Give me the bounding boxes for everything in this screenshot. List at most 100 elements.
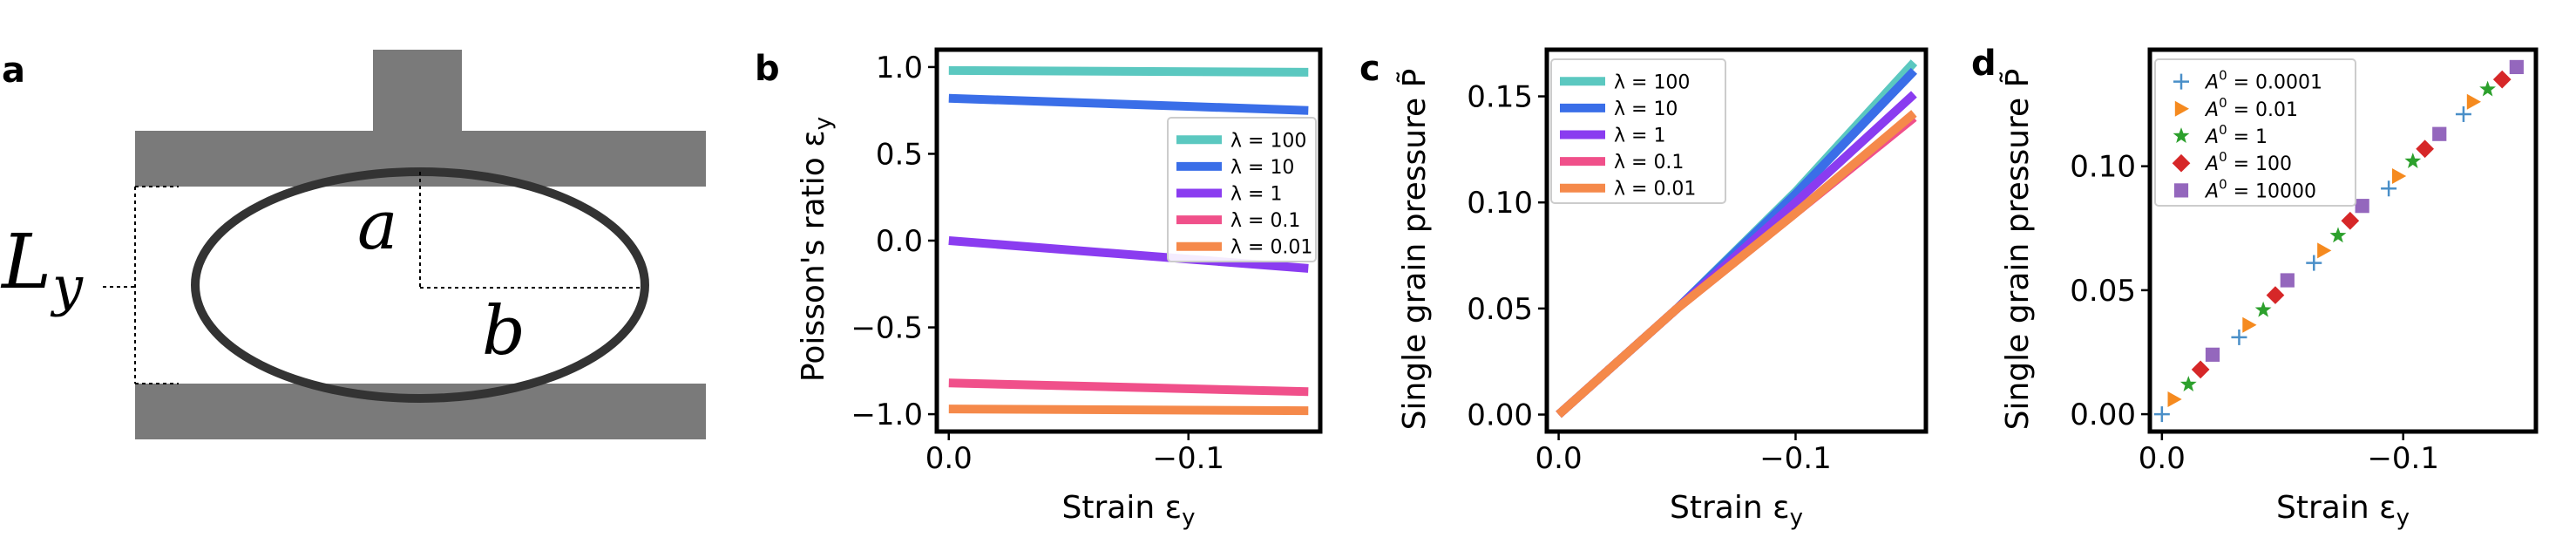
data-point-4-2	[2355, 199, 2369, 214]
legend-label-value-4: = 10000	[2227, 180, 2316, 202]
schematic: a b L y	[0, 50, 706, 439]
legend-label-base-2: A	[2204, 126, 2219, 148]
data-point-0-1	[2231, 329, 2247, 345]
y-axis-label: Single grain pressure P̃	[1999, 69, 2036, 431]
data-point-4-4	[2509, 59, 2524, 75]
legend-marker-3	[2172, 153, 2191, 173]
y-axis-label: Poisson's ratio εy	[796, 117, 837, 382]
y-tick-label: 0.0	[876, 224, 923, 259]
label-b: b	[482, 292, 525, 371]
legend-label-value-2: = 1	[2227, 126, 2268, 148]
x-axis-label: Strain εy	[2276, 490, 2410, 531]
legend-box	[2154, 58, 2356, 207]
legend-label-1: A0 = 0.01	[2204, 95, 2298, 121]
legend-label-base-0: A	[2204, 72, 2219, 94]
legend-box	[1167, 117, 1317, 262]
x-axis-label-subscript: y	[2396, 505, 2410, 531]
chart-pressure-lambda: 0.0 −0.1 0.00 0.05 0.10 0.15 Strain εy Single g…	[1396, 47, 1929, 531]
data-point-0-4	[2455, 105, 2471, 122]
data-point-0-2	[2306, 255, 2322, 271]
legend-marker-0	[2173, 73, 2189, 90]
y-tick-label: 0.05	[1467, 292, 1533, 327]
legend-marker-2	[2173, 127, 2190, 143]
legend-label-3: λ = 0.1	[1230, 210, 1300, 232]
data-point-3-4	[2492, 70, 2512, 89]
y-tick-label: 0.00	[2070, 398, 2136, 432]
data-point-3-2	[2341, 211, 2360, 230]
data-point-3-0	[2191, 360, 2210, 379]
legend-label-0: A0 = 0.0001	[2204, 68, 2322, 94]
legend-label-3: A0 = 100	[2204, 149, 2292, 175]
legend-label-4: λ = 0.01	[1614, 179, 1696, 201]
legend-marker-1	[2174, 100, 2189, 117]
legend-label-2: A0 = 1	[2204, 122, 2268, 148]
legend-label-value-1: = 0.01	[2227, 99, 2298, 121]
data-point-2-0	[2179, 376, 2197, 391]
legend-label-4: λ = 0.01	[1230, 237, 1312, 259]
top-stem	[373, 50, 462, 134]
y-axis-label: Single grain pressure P̃	[1396, 69, 1433, 431]
legend-label-base-3: A	[2204, 153, 2219, 175]
chart-pressure-A0: 0.0 −0.1 0.00 0.05 0.10 Strain εy Single grain…	[1999, 47, 2539, 531]
x-tick-label: 0.0	[1535, 441, 1583, 476]
data-point-4-3	[2432, 126, 2447, 141]
legend-label-2: λ = 1	[1614, 126, 1665, 147]
label-L-subscript: y	[50, 255, 84, 318]
series-line-0	[948, 65, 1309, 77]
series-line-4	[948, 405, 1309, 416]
series-line-4	[1556, 110, 1917, 418]
data-point-0-0	[2153, 406, 2170, 423]
y-tick-label: 0.5	[876, 137, 923, 172]
series-line-1	[948, 93, 1309, 115]
top-plate	[135, 131, 706, 187]
data-point-1-1	[2242, 316, 2257, 333]
legend-label-3: λ = 0.1	[1614, 152, 1684, 173]
legend-label-value-0: = 0.0001	[2227, 72, 2322, 94]
legend-label-base-4: A	[2204, 180, 2219, 202]
legend-box	[1550, 58, 1726, 204]
plot-frame	[2147, 47, 2539, 434]
legend-label-sup-1: 0	[2219, 95, 2227, 111]
y-tick-label: 0.15	[1467, 80, 1533, 115]
data-point-4-0	[2205, 347, 2220, 362]
panel-label-b: b	[755, 49, 780, 89]
x-axis-label-subscript: y	[1790, 505, 1803, 531]
legend-label-1: λ = 10	[1614, 99, 1678, 120]
legend-label-2: λ = 1	[1230, 184, 1282, 206]
series-line-2	[948, 236, 1309, 273]
x-tick-label: −0.1	[1759, 441, 1832, 476]
data-point-2-4	[2479, 80, 2496, 97]
x-tick-label: −0.1	[1152, 441, 1224, 476]
x-tick-label: 0.0	[2139, 441, 2186, 476]
y-tick-label: −0.5	[851, 311, 923, 346]
panel-label-a: a	[2, 51, 25, 91]
legend-label-0: λ = 100	[1614, 71, 1690, 93]
x-tick-label: 0.0	[925, 441, 973, 476]
legend-label-value-3: = 100	[2227, 153, 2292, 175]
x-axis-label-subscript: y	[1182, 505, 1195, 531]
legend-label-sup-0: 0	[2219, 68, 2227, 84]
y-tick-label: 1.0	[876, 51, 923, 85]
data-point-2-1	[2254, 301, 2272, 317]
legend-label-base-1: A	[2204, 99, 2219, 121]
legend: λ = 100 λ = 10 λ = 1 λ = 0.1 λ = 0.01	[1550, 58, 1726, 204]
plot-frame	[934, 47, 1323, 434]
legend-label-sup-4: 0	[2219, 176, 2227, 192]
bottom-plate	[135, 384, 706, 439]
x-tick-label: −0.1	[2367, 441, 2439, 476]
y-tick-label: 0.10	[1467, 186, 1533, 221]
y-tick-label: 0.05	[2070, 274, 2136, 309]
data-point-1-0	[2167, 391, 2182, 408]
data-point-1-3	[2391, 168, 2407, 185]
data-point-2-3	[2404, 153, 2422, 168]
legend-label-sup-2: 0	[2219, 122, 2227, 138]
y-tick-label: 0.00	[1467, 398, 1533, 433]
panel-label-c: c	[1359, 49, 1380, 89]
y-tick-label: −1.0	[851, 398, 923, 432]
data-point-1-4	[2466, 93, 2482, 110]
legend-label-4: A0 = 10000	[2204, 176, 2316, 202]
label-a: a	[357, 187, 398, 265]
legend-marker-4	[2173, 183, 2189, 198]
